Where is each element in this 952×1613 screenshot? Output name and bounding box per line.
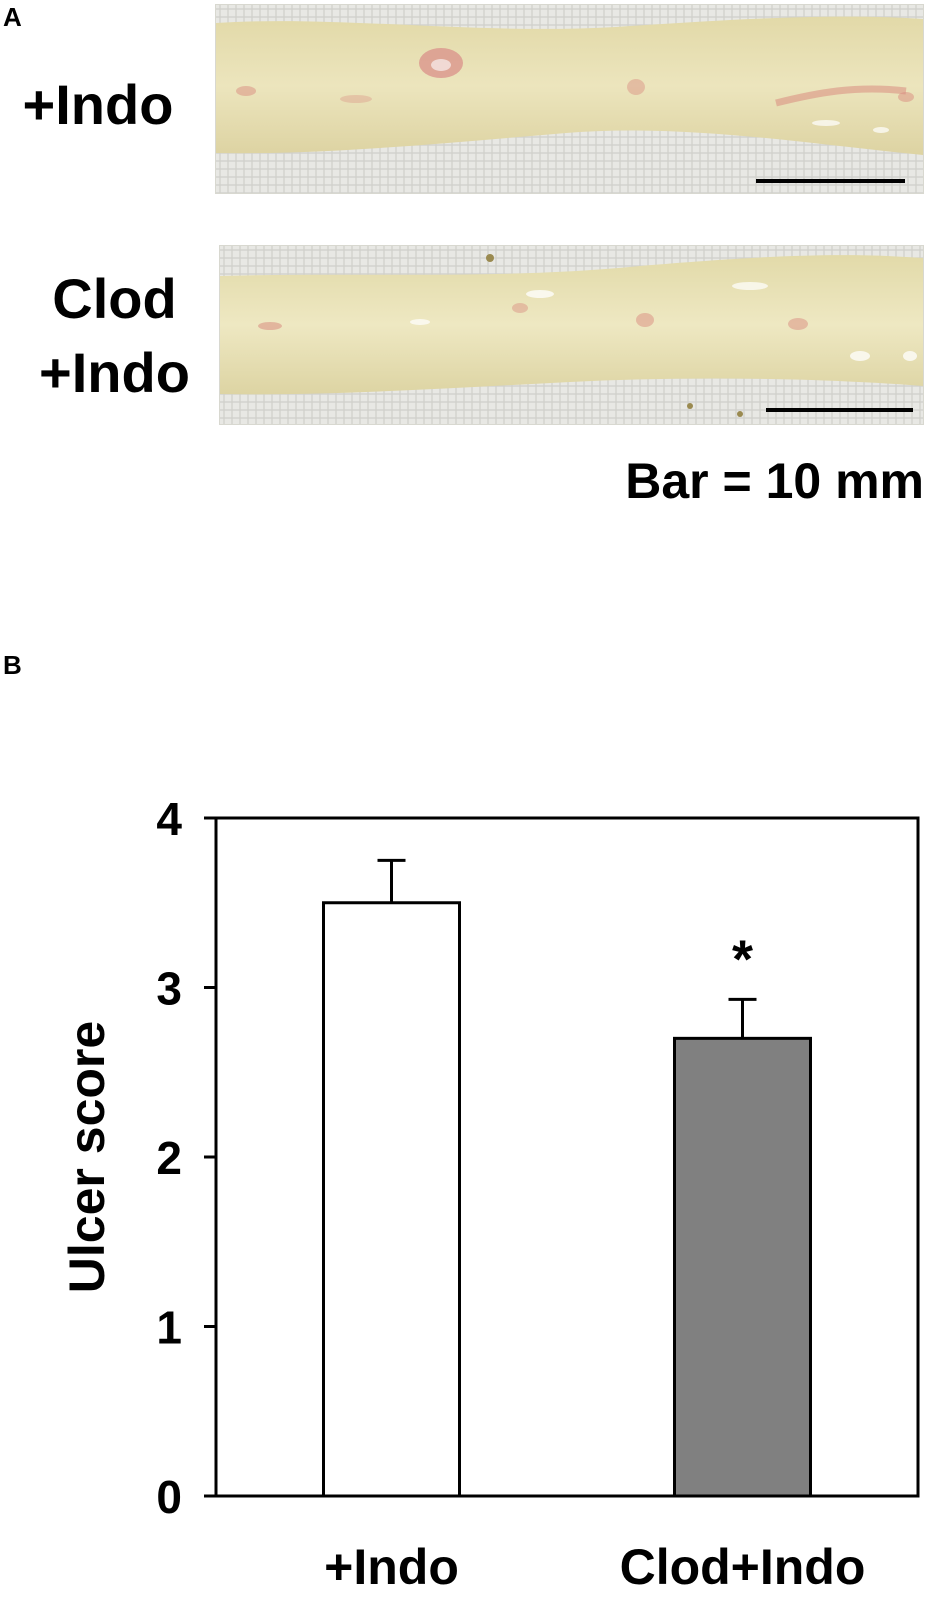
scale-caption: Bar = 10 mm: [625, 453, 924, 509]
y-tick-label: 0: [156, 1471, 182, 1523]
panel-a-letter: A: [3, 2, 22, 32]
tissue-photo-clod-indo: [219, 245, 924, 425]
significance-marker: *: [732, 929, 753, 989]
scale-bar-indo: [756, 179, 905, 183]
tissue-image: [220, 246, 923, 424]
row-label-line: +Indo: [39, 341, 190, 404]
bar-indo: [322, 901, 461, 1498]
plot-frame: [214, 816, 920, 1498]
row-label-line: +Indo: [22, 73, 174, 136]
bar-clod-indo: [673, 1036, 812, 1498]
row-label-indo: +Indo: [8, 68, 188, 142]
y-axis-label: Ulcer score: [59, 1021, 115, 1293]
row-label-clod-indo: Clod +Indo: [12, 262, 217, 410]
tissue-photo-indo: [215, 4, 924, 194]
panel-b-letter: B: [3, 650, 22, 680]
x-category-label: Clod+Indo: [620, 1539, 866, 1595]
y-tick-label: 2: [156, 1132, 182, 1184]
scale-bar-clod-indo: [766, 408, 913, 412]
y-tick-label: 3: [156, 963, 182, 1015]
x-category-label: +Indo: [324, 1539, 459, 1595]
y-tick-label: 1: [156, 1302, 182, 1354]
ulcer-score-chart: 0 1 2 3 4 Ulcer score +Indo * Clod+Indo: [59, 793, 920, 1595]
y-tick-label: 4: [156, 793, 182, 845]
tissue-image: [216, 5, 923, 193]
row-label-line: Clod: [52, 267, 177, 330]
